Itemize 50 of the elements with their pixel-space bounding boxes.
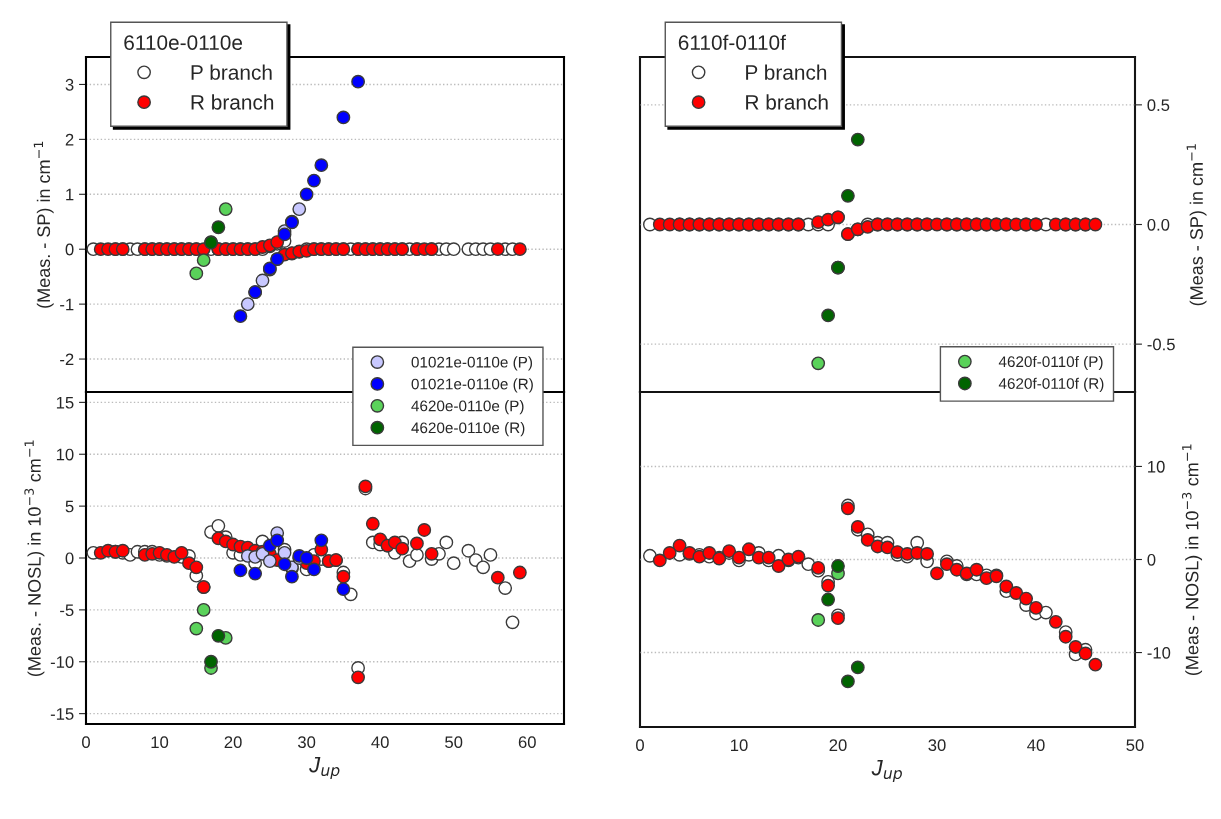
y2-tick-label: 0: [1147, 553, 1156, 566]
y-tick-label: -10: [50, 656, 74, 668]
x-tick-label: 30: [928, 739, 946, 752]
y2-tick-label: -0.5: [1147, 338, 1175, 351]
x-tick-label: 10: [731, 739, 748, 752]
y2-tick-label: -10: [1147, 646, 1171, 659]
x-tick-label: 60: [518, 736, 536, 749]
x-tick-label: 20: [829, 739, 847, 752]
x-tick-label: 40: [1027, 739, 1045, 752]
legend-label: 4620e-0110e (R): [411, 421, 525, 437]
y-tick-label: -2: [60, 353, 74, 366]
x-tick-label: 30: [297, 736, 316, 749]
y-tick-label: 1: [66, 188, 74, 201]
y-tick-label: -1: [60, 298, 74, 311]
y-tick-label: 0: [65, 552, 74, 565]
legend-label: R branch: [746, 94, 828, 110]
y-tick-label: -15: [50, 708, 74, 720]
x-tick-label: 20: [224, 736, 242, 749]
x-tick-label: 10: [151, 736, 169, 749]
legend-label: 4620e-0110e (P): [411, 400, 524, 415]
legend-label: 4620f-0110f (P): [998, 355, 1103, 371]
legend-title: 6110f-0110f: [678, 34, 786, 50]
legend-label: 01021e-0110e (R): [411, 378, 533, 393]
x-tick-label: 40: [371, 736, 389, 749]
x-axis-title: J$_{up}$: [309, 756, 340, 780]
legend-label: R branch: [191, 94, 274, 110]
y-tick-label: -5: [60, 604, 74, 617]
x-tick-label: 0: [636, 739, 644, 752]
y-tick-label: 10: [56, 448, 74, 461]
legend-label: P branch: [191, 64, 272, 80]
y2-tick-label: 10: [1148, 460, 1165, 473]
legend-title: 6110e-0110e: [124, 35, 243, 50]
legend-label: 01021e-0110e (P): [411, 356, 533, 371]
y-tick-label: 3: [65, 78, 74, 91]
y2-tick-label: 0.0: [1147, 218, 1170, 231]
x-tick-label: 50: [1126, 739, 1144, 752]
y-tick-label: 15: [56, 396, 74, 409]
y2-axis-title: (Meas - SP) in cm$^{−1}$: [1186, 144, 1207, 306]
y2-tick-label: 0.5: [1147, 99, 1170, 112]
legend-label: 4620f-0110f (R): [998, 377, 1104, 392]
y-axis-title: (Meas. - SP) in cm$^{−1}$: [33, 141, 54, 308]
y-tick-label: 0: [65, 243, 74, 256]
y-axis-title: (Meas. - NOSL) in 10$^{−3}$ cm$^{−1}$: [24, 440, 45, 677]
x-axis-title: J$_{up}$: [871, 759, 902, 783]
x-tick-label: 0: [82, 736, 90, 749]
y-tick-label: 5: [65, 500, 74, 513]
y2-axis-title: (Meas - NOSL) in 10$^{−3}$ cm$^{−1}$: [1182, 444, 1203, 676]
legend-label: P branch: [746, 64, 827, 80]
y-tick-label: 2: [65, 133, 74, 146]
x-tick-label: 50: [445, 736, 463, 749]
